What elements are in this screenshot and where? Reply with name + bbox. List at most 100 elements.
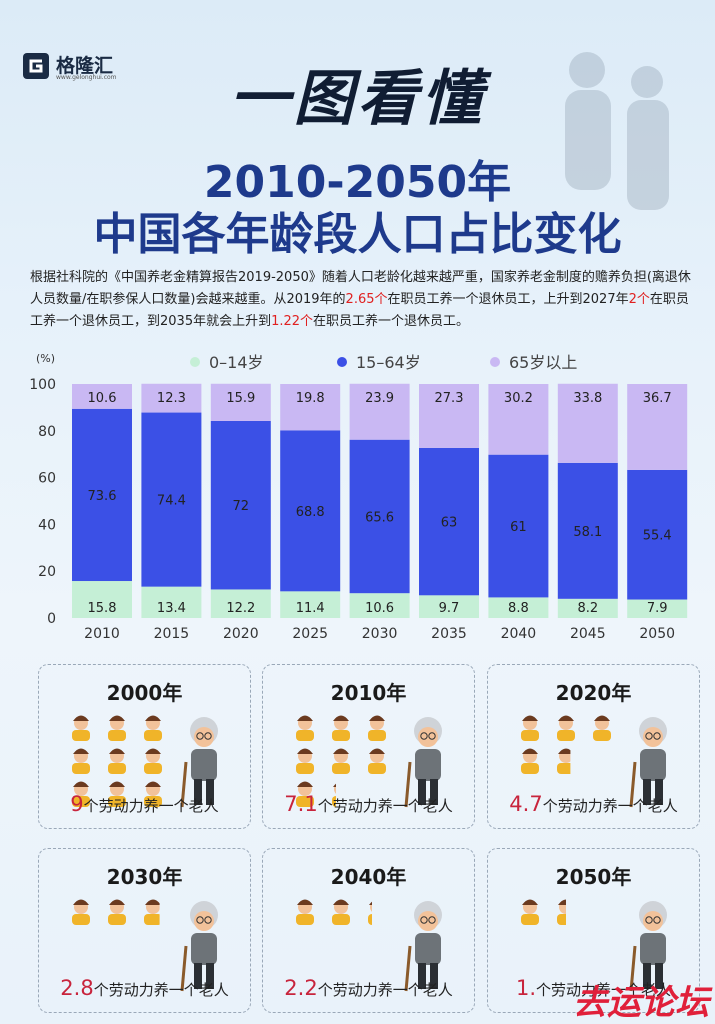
bar-segment bbox=[557, 383, 618, 463]
bar-segment bbox=[141, 383, 202, 413]
ratio-card: 2040年 2.2个劳动力养一个老人 bbox=[262, 848, 475, 1013]
ratio-year: 2030年 bbox=[106, 865, 183, 889]
watermark: 去运论坛 bbox=[573, 983, 709, 1023]
worker-icon bbox=[557, 748, 571, 774]
intro-highlight-3: 1.22个 bbox=[271, 314, 314, 329]
bar-segment bbox=[419, 595, 479, 618]
x-tick-label: 2035 bbox=[431, 626, 467, 642]
data-label: 12.2 bbox=[226, 601, 255, 616]
legend-swatch bbox=[490, 357, 500, 367]
ratio-year: 2050年 bbox=[555, 865, 632, 889]
ratio-text: 个劳动力养一个老人 bbox=[542, 797, 678, 815]
intro-text-3: 在职员工养一个退休员工，到2035年就会上升到 bbox=[30, 292, 689, 329]
x-tick-label: 2045 bbox=[570, 626, 606, 642]
elderly-icon bbox=[629, 901, 667, 992]
brand-logo: 格隆汇 www.gelonghui.com bbox=[22, 52, 117, 81]
worker-icon bbox=[332, 715, 350, 741]
ratio-caption: 1.个劳动力养一个老人 bbox=[488, 976, 699, 1000]
legend-label: 15–64岁 bbox=[356, 353, 421, 372]
elderly-icon bbox=[180, 901, 218, 992]
worker-icon bbox=[593, 715, 611, 741]
worker-icon bbox=[144, 715, 162, 741]
x-tick-label: 2020 bbox=[223, 626, 259, 642]
legend-label: 65岁以上 bbox=[509, 353, 577, 372]
y-tick-label: 40 bbox=[38, 517, 56, 533]
bar-segment bbox=[141, 412, 202, 587]
worker-icon bbox=[296, 715, 314, 741]
bar-segment bbox=[141, 586, 202, 618]
ratio-text: 个劳动力养一个老人 bbox=[83, 797, 219, 815]
worker-icon bbox=[108, 899, 126, 925]
data-label: 13.4 bbox=[157, 601, 186, 616]
ratio-illustration bbox=[296, 899, 442, 992]
ratio-card: 2000年 9个劳动力养一个老人 bbox=[38, 664, 251, 829]
worker-icon bbox=[108, 748, 126, 774]
data-label: 33.8 bbox=[573, 391, 602, 406]
y-tick-label: 0 bbox=[47, 611, 56, 627]
ratio-card: 2030年 2.8个劳动力养一个老人 bbox=[38, 848, 251, 1013]
worker-icon bbox=[557, 715, 575, 741]
brand-url: www.gelonghui.com bbox=[56, 74, 117, 81]
worker-icon bbox=[368, 748, 386, 774]
intro-highlight-2: 2个 bbox=[628, 292, 650, 307]
bar-segment bbox=[349, 439, 410, 594]
ratio-text: 个劳动力养一个老人 bbox=[93, 981, 229, 999]
elderly-icon bbox=[180, 717, 218, 808]
headline-subject: 中国各年龄段人口占比变化 bbox=[93, 209, 622, 260]
worker-icon bbox=[72, 715, 90, 741]
elderly-icon bbox=[404, 901, 442, 992]
bar-segment bbox=[488, 454, 549, 598]
data-label: 15.8 bbox=[88, 601, 117, 616]
worker-icon bbox=[108, 781, 126, 807]
headline-main: 一图看懂 bbox=[229, 64, 486, 134]
worker-icon bbox=[72, 748, 90, 774]
data-label: 30.2 bbox=[504, 391, 533, 406]
data-label: 74.4 bbox=[157, 494, 186, 509]
y-tick-label: 80 bbox=[38, 424, 56, 440]
data-label: 7.9 bbox=[647, 601, 668, 616]
bar-segment bbox=[280, 591, 341, 618]
y-tick-label: 60 bbox=[38, 471, 56, 487]
ratio-caption: 2.2个劳动力养一个老人 bbox=[263, 976, 474, 1000]
worker-icon bbox=[368, 901, 372, 925]
ratio-year: 2040年 bbox=[330, 865, 407, 889]
ratio-caption: 7.1个劳动力养一个老人 bbox=[263, 792, 474, 816]
worker-icon bbox=[521, 748, 539, 774]
ratio-card: 2020年 4.7个劳动力养一个老人 bbox=[487, 664, 700, 829]
y-axis-unit: (%) bbox=[36, 352, 55, 365]
y-tick-label: 100 bbox=[29, 377, 56, 393]
worker-icon bbox=[72, 781, 90, 807]
worker-icon bbox=[144, 781, 162, 807]
data-label: 15.9 bbox=[226, 391, 255, 406]
ratio-card: 2010年 7.1个劳动力养一个老人 bbox=[262, 664, 475, 829]
bar-segment bbox=[419, 384, 479, 448]
worker-icon bbox=[144, 748, 162, 774]
bar-segment bbox=[557, 598, 618, 618]
data-label: 36.7 bbox=[643, 391, 672, 406]
gelonghui-logo-icon bbox=[23, 53, 49, 79]
worker-icon bbox=[296, 899, 314, 925]
ratio-illustration bbox=[521, 715, 667, 808]
ratio-caption: 2.8个劳动力养一个老人 bbox=[39, 976, 250, 1000]
ratio-year: 2020年 bbox=[555, 681, 632, 705]
x-tick-label: 2050 bbox=[639, 626, 675, 642]
intro-text-2: 在职员工养一个退休员工，上升到2027年 bbox=[387, 292, 629, 307]
data-label: 27.3 bbox=[435, 391, 464, 406]
ratio-year: 2010年 bbox=[330, 681, 407, 705]
bar-segment bbox=[488, 384, 549, 455]
x-tick-label: 2010 bbox=[84, 626, 120, 642]
ratio-text: 个劳动力养一个老人 bbox=[317, 981, 453, 999]
data-label: 19.8 bbox=[296, 391, 325, 406]
bar-segment bbox=[72, 581, 132, 618]
data-label: 73.6 bbox=[88, 489, 117, 504]
ratio-value: 9 bbox=[70, 792, 84, 816]
bar-segment bbox=[557, 462, 618, 599]
ratio-illustration bbox=[296, 715, 442, 808]
elderly-icon bbox=[404, 717, 442, 808]
ratio-value: 2.2 bbox=[284, 976, 318, 1000]
bar-segment bbox=[349, 593, 410, 618]
worker-icon bbox=[296, 748, 314, 774]
data-label: 63 bbox=[441, 516, 458, 531]
data-label: 8.2 bbox=[577, 601, 598, 616]
